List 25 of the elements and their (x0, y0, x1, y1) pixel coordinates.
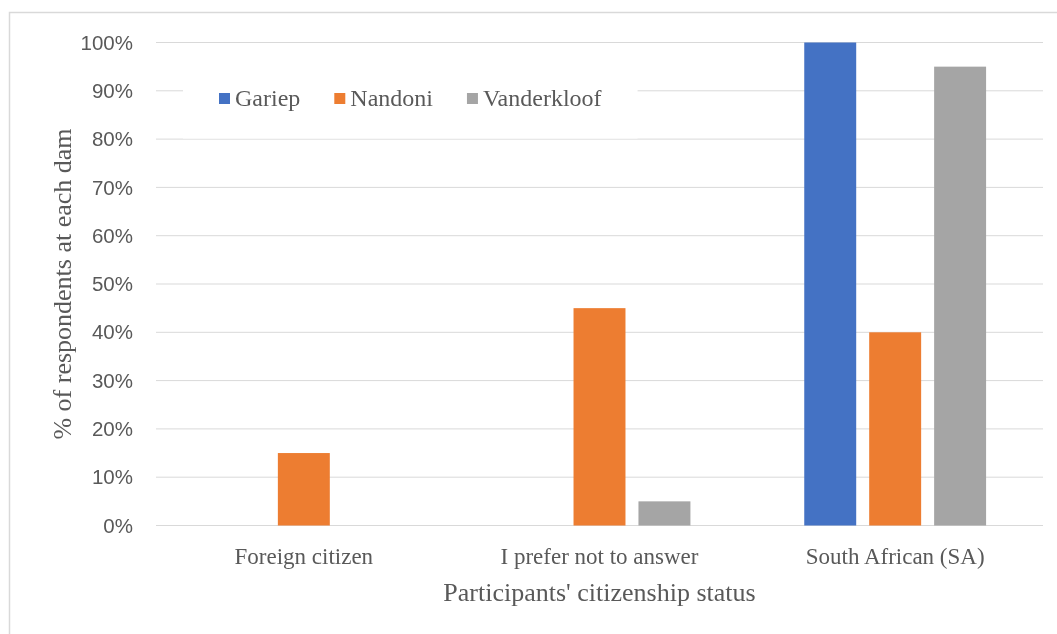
y-tick-label: 70% (91, 175, 133, 199)
bar (573, 308, 626, 526)
bar (804, 42, 857, 526)
y-tick-label: 50% (91, 272, 133, 296)
legend-label: Nandoni (350, 85, 434, 112)
y-tick-label: 60% (91, 223, 133, 247)
y-tick-label: 20% (91, 417, 133, 441)
y-tick-label: 80% (91, 127, 133, 151)
bar (869, 332, 922, 526)
y-tick-label: 90% (91, 78, 133, 102)
y-tick-label: 40% (91, 320, 133, 344)
legend-label: Gariep (235, 85, 301, 112)
legend-label: Vanderkloof (482, 85, 602, 112)
y-axis-title: % of respondents at each dam (48, 128, 77, 440)
y-tick-label: 10% (91, 465, 133, 489)
x-tick-label: South African (SA) (805, 543, 985, 569)
x-axis-title: Participants' citizenship status (443, 578, 756, 607)
bar (934, 66, 987, 526)
y-tick-label: 100% (80, 30, 133, 54)
bar (638, 501, 691, 526)
y-tick-label: 0% (103, 513, 133, 537)
x-tick-label: Foreign citizen (234, 543, 374, 569)
x-tick-label: I prefer not to answer (500, 543, 699, 569)
y-tick-label: 30% (91, 368, 133, 392)
bar (277, 453, 330, 526)
